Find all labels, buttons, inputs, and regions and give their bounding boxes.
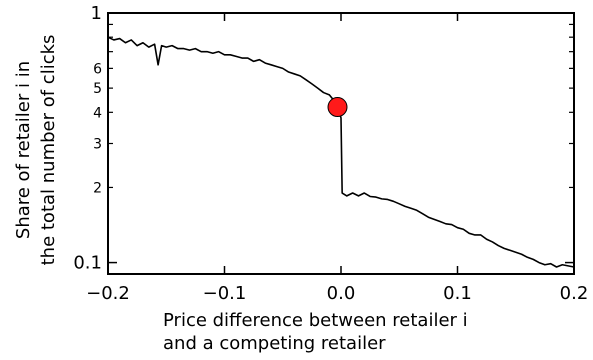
plot-area <box>107 36 575 268</box>
x-tick-label: 0.1 <box>443 283 472 304</box>
y-axis-title-line: the total number of clicks <box>38 35 59 266</box>
x-tick-label: −0.1 <box>203 283 247 304</box>
y-tick-label: 0.1 <box>73 253 102 274</box>
y-axis-title-line: Share of retailer i in <box>13 61 34 239</box>
axis-ticks <box>107 12 575 274</box>
highlight-point <box>327 97 348 118</box>
y-minor-tick-label: 5 <box>93 81 102 97</box>
x-tick-label: 0.2 <box>560 283 589 304</box>
y-minor-tick-label: 4 <box>93 105 102 121</box>
y-minor-tick-label: 3 <box>93 137 102 153</box>
x-axis-title-line: Price difference between retailer i <box>163 310 468 331</box>
x-axis-title-line: and a competing retailer <box>163 333 386 354</box>
axis-labels: −0.2 −0.1 0.0 0.1 0.2 0.1 1 2 3 4 5 6 Price differen… <box>13 3 588 354</box>
y-minor-tick-label: 6 <box>93 61 102 77</box>
y-minor-tick-label: 2 <box>93 180 102 196</box>
series-line <box>107 36 575 268</box>
x-tick-label: 0.0 <box>327 283 356 304</box>
y-tick-label: 1 <box>91 3 102 24</box>
x-tick-label: −0.2 <box>86 283 130 304</box>
